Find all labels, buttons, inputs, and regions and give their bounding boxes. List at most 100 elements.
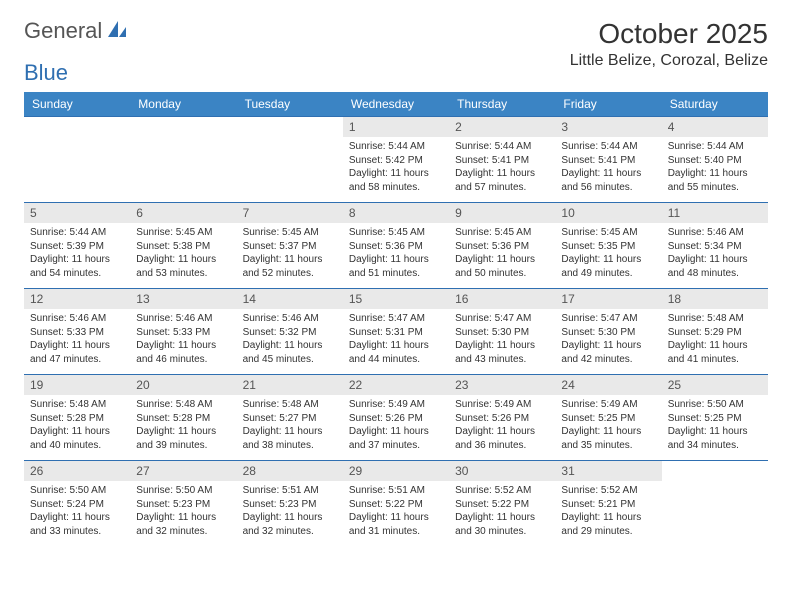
daylight-text: Daylight: 11 hours and 33 minutes. (30, 511, 124, 538)
sunset-text: Sunset: 5:26 PM (455, 412, 549, 426)
daylight-text: Daylight: 11 hours and 40 minutes. (30, 425, 124, 452)
sunrise-text: Sunrise: 5:48 AM (30, 398, 124, 412)
daylight-text: Daylight: 11 hours and 53 minutes. (136, 253, 230, 280)
daylight-text: Daylight: 11 hours and 56 minutes. (561, 167, 655, 194)
sunset-text: Sunset: 5:23 PM (243, 498, 337, 512)
calendar-cell: 3Sunrise: 5:44 AMSunset: 5:41 PMDaylight… (555, 117, 661, 203)
sunset-text: Sunset: 5:26 PM (349, 412, 443, 426)
day-header-row: SundayMondayTuesdayWednesdayThursdayFrid… (24, 92, 768, 117)
calendar-cell: 29Sunrise: 5:51 AMSunset: 5:22 PMDayligh… (343, 461, 449, 547)
day-header: Saturday (662, 92, 768, 117)
sunrise-text: Sunrise: 5:50 AM (136, 484, 230, 498)
calendar-cell: 22Sunrise: 5:49 AMSunset: 5:26 PMDayligh… (343, 375, 449, 461)
day-body: Sunrise: 5:48 AMSunset: 5:28 PMDaylight:… (130, 395, 236, 460)
day-body: Sunrise: 5:47 AMSunset: 5:31 PMDaylight:… (343, 309, 449, 374)
sunset-text: Sunset: 5:23 PM (136, 498, 230, 512)
calendar-week: 1Sunrise: 5:44 AMSunset: 5:42 PMDaylight… (24, 117, 768, 203)
sunset-text: Sunset: 5:39 PM (30, 240, 124, 254)
daylight-text: Daylight: 11 hours and 55 minutes. (668, 167, 762, 194)
day-body (130, 137, 236, 193)
day-header: Sunday (24, 92, 130, 117)
sunrise-text: Sunrise: 5:47 AM (349, 312, 443, 326)
day-number: 12 (24, 289, 130, 309)
calendar-cell: 18Sunrise: 5:48 AMSunset: 5:29 PMDayligh… (662, 289, 768, 375)
sunset-text: Sunset: 5:28 PM (30, 412, 124, 426)
calendar-week: 26Sunrise: 5:50 AMSunset: 5:24 PMDayligh… (24, 461, 768, 547)
calendar-cell: 4Sunrise: 5:44 AMSunset: 5:40 PMDaylight… (662, 117, 768, 203)
day-number: 27 (130, 461, 236, 481)
calendar-cell: 13Sunrise: 5:46 AMSunset: 5:33 PMDayligh… (130, 289, 236, 375)
day-body: Sunrise: 5:46 AMSunset: 5:33 PMDaylight:… (130, 309, 236, 374)
sunrise-text: Sunrise: 5:45 AM (136, 226, 230, 240)
day-body: Sunrise: 5:44 AMSunset: 5:40 PMDaylight:… (662, 137, 768, 202)
sunset-text: Sunset: 5:28 PM (136, 412, 230, 426)
sunrise-text: Sunrise: 5:46 AM (30, 312, 124, 326)
day-header: Tuesday (237, 92, 343, 117)
day-number (662, 461, 768, 481)
daylight-text: Daylight: 11 hours and 46 minutes. (136, 339, 230, 366)
sunset-text: Sunset: 5:32 PM (243, 326, 337, 340)
sunset-text: Sunset: 5:33 PM (136, 326, 230, 340)
sunset-text: Sunset: 5:22 PM (455, 498, 549, 512)
daylight-text: Daylight: 11 hours and 36 minutes. (455, 425, 549, 452)
calendar-cell: 24Sunrise: 5:49 AMSunset: 5:25 PMDayligh… (555, 375, 661, 461)
logo-sail-icon (106, 19, 128, 44)
day-header: Wednesday (343, 92, 449, 117)
day-body (662, 481, 768, 537)
sunset-text: Sunset: 5:40 PM (668, 154, 762, 168)
day-body: Sunrise: 5:44 AMSunset: 5:39 PMDaylight:… (24, 223, 130, 288)
sunset-text: Sunset: 5:41 PM (455, 154, 549, 168)
daylight-text: Daylight: 11 hours and 50 minutes. (455, 253, 549, 280)
day-number: 1 (343, 117, 449, 137)
day-number: 29 (343, 461, 449, 481)
day-number: 21 (237, 375, 343, 395)
daylight-text: Daylight: 11 hours and 51 minutes. (349, 253, 443, 280)
day-number (237, 117, 343, 137)
daylight-text: Daylight: 11 hours and 32 minutes. (136, 511, 230, 538)
sunrise-text: Sunrise: 5:50 AM (668, 398, 762, 412)
calendar-cell: 5Sunrise: 5:44 AMSunset: 5:39 PMDaylight… (24, 203, 130, 289)
sunrise-text: Sunrise: 5:44 AM (349, 140, 443, 154)
sunset-text: Sunset: 5:21 PM (561, 498, 655, 512)
sunrise-text: Sunrise: 5:49 AM (561, 398, 655, 412)
sunrise-text: Sunrise: 5:49 AM (349, 398, 443, 412)
calendar-cell: 20Sunrise: 5:48 AMSunset: 5:28 PMDayligh… (130, 375, 236, 461)
day-body: Sunrise: 5:44 AMSunset: 5:42 PMDaylight:… (343, 137, 449, 202)
daylight-text: Daylight: 11 hours and 47 minutes. (30, 339, 124, 366)
sunset-text: Sunset: 5:27 PM (243, 412, 337, 426)
sunrise-text: Sunrise: 5:48 AM (243, 398, 337, 412)
day-body: Sunrise: 5:45 AMSunset: 5:38 PMDaylight:… (130, 223, 236, 288)
daylight-text: Daylight: 11 hours and 57 minutes. (455, 167, 549, 194)
day-body: Sunrise: 5:46 AMSunset: 5:32 PMDaylight:… (237, 309, 343, 374)
sunrise-text: Sunrise: 5:48 AM (136, 398, 230, 412)
sunset-text: Sunset: 5:29 PM (668, 326, 762, 340)
sunrise-text: Sunrise: 5:46 AM (243, 312, 337, 326)
calendar-cell: 2Sunrise: 5:44 AMSunset: 5:41 PMDaylight… (449, 117, 555, 203)
day-number: 3 (555, 117, 661, 137)
calendar-cell: 12Sunrise: 5:46 AMSunset: 5:33 PMDayligh… (24, 289, 130, 375)
day-number: 14 (237, 289, 343, 309)
calendar-week: 12Sunrise: 5:46 AMSunset: 5:33 PMDayligh… (24, 289, 768, 375)
daylight-text: Daylight: 11 hours and 45 minutes. (243, 339, 337, 366)
sunrise-text: Sunrise: 5:47 AM (561, 312, 655, 326)
sunset-text: Sunset: 5:25 PM (561, 412, 655, 426)
calendar-cell: 19Sunrise: 5:48 AMSunset: 5:28 PMDayligh… (24, 375, 130, 461)
sunset-text: Sunset: 5:41 PM (561, 154, 655, 168)
sunset-text: Sunset: 5:36 PM (455, 240, 549, 254)
calendar-table: SundayMondayTuesdayWednesdayThursdayFrid… (24, 92, 768, 546)
calendar-cell: 28Sunrise: 5:51 AMSunset: 5:23 PMDayligh… (237, 461, 343, 547)
sunset-text: Sunset: 5:35 PM (561, 240, 655, 254)
day-body: Sunrise: 5:50 AMSunset: 5:25 PMDaylight:… (662, 395, 768, 460)
day-number: 22 (343, 375, 449, 395)
day-number: 13 (130, 289, 236, 309)
day-body: Sunrise: 5:52 AMSunset: 5:22 PMDaylight:… (449, 481, 555, 546)
calendar-cell: 7Sunrise: 5:45 AMSunset: 5:37 PMDaylight… (237, 203, 343, 289)
day-body: Sunrise: 5:51 AMSunset: 5:23 PMDaylight:… (237, 481, 343, 546)
daylight-text: Daylight: 11 hours and 44 minutes. (349, 339, 443, 366)
calendar-cell: 21Sunrise: 5:48 AMSunset: 5:27 PMDayligh… (237, 375, 343, 461)
daylight-text: Daylight: 11 hours and 54 minutes. (30, 253, 124, 280)
sunrise-text: Sunrise: 5:44 AM (30, 226, 124, 240)
calendar-cell: 14Sunrise: 5:46 AMSunset: 5:32 PMDayligh… (237, 289, 343, 375)
day-body: Sunrise: 5:47 AMSunset: 5:30 PMDaylight:… (555, 309, 661, 374)
day-body: Sunrise: 5:44 AMSunset: 5:41 PMDaylight:… (555, 137, 661, 202)
